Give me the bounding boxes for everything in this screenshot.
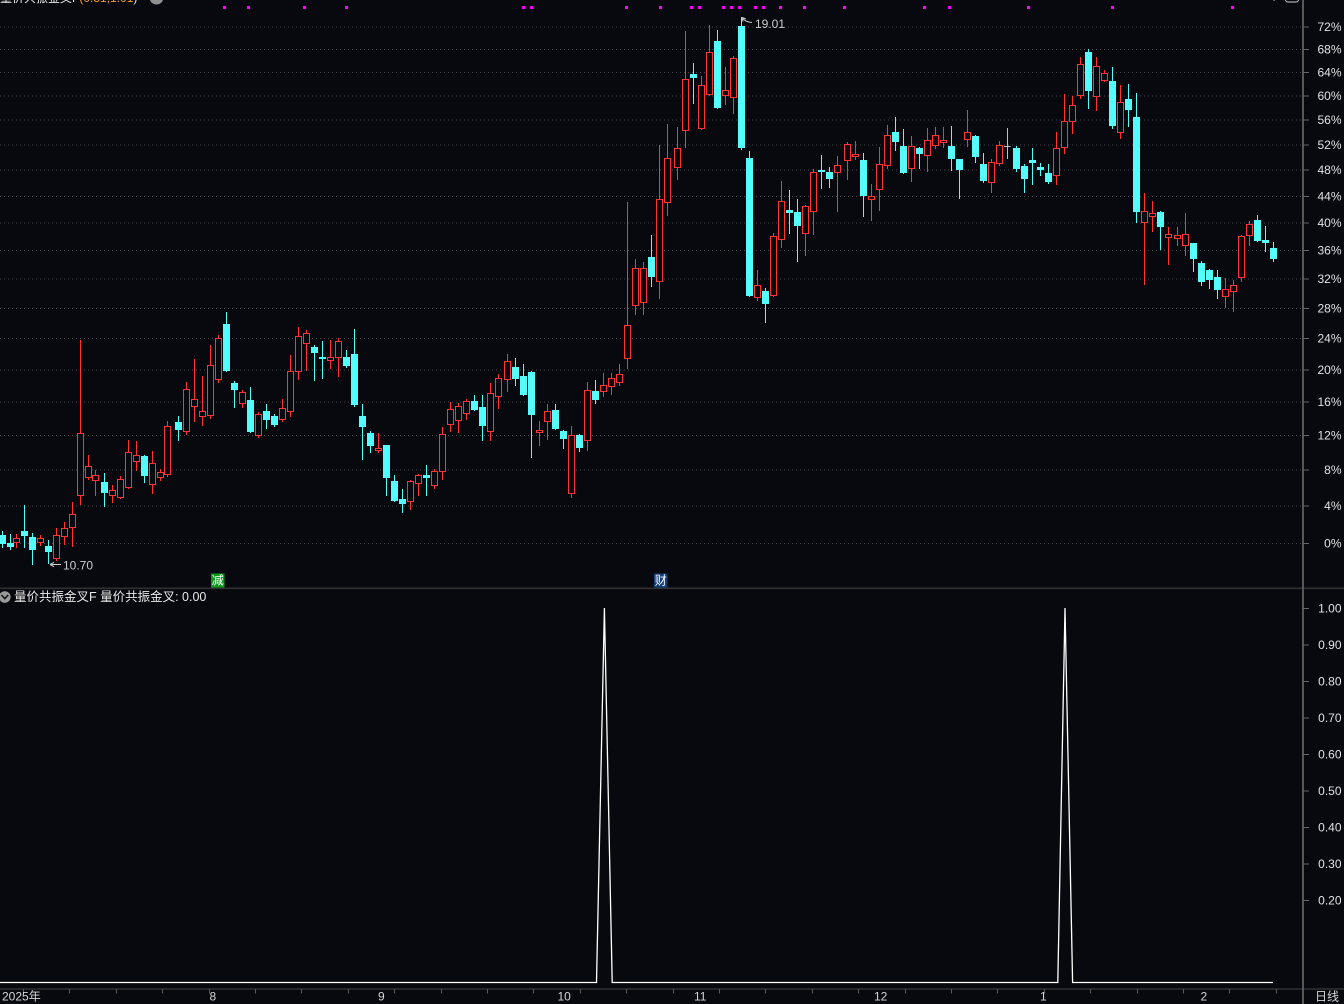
svg-text:减: 减 (212, 574, 224, 588)
svg-text:量价共振金叉F(0.51,1.01): 量价共振金叉F(0.51,1.01) (0, 0, 137, 5)
svg-text:36%: 36% (1317, 244, 1341, 258)
svg-text:56%: 56% (1317, 113, 1341, 127)
svg-text:12%: 12% (1317, 429, 1341, 443)
svg-text:9: 9 (378, 990, 385, 1004)
svg-text:2025年: 2025年 (2, 990, 41, 1004)
svg-text:72%: 72% (1317, 20, 1341, 34)
svg-text:28%: 28% (1317, 301, 1341, 315)
svg-text:2: 2 (1201, 990, 1208, 1004)
svg-text:44%: 44% (1317, 189, 1341, 203)
svg-text:48%: 48% (1317, 163, 1341, 177)
svg-text:0.40: 0.40 (1318, 821, 1342, 835)
svg-text:0.80: 0.80 (1318, 675, 1342, 689)
svg-text:4%: 4% (1324, 499, 1342, 513)
svg-text:24%: 24% (1317, 332, 1341, 346)
svg-text:40%: 40% (1317, 216, 1341, 230)
svg-text:0.30: 0.30 (1318, 857, 1342, 871)
svg-text:0.70: 0.70 (1318, 711, 1342, 725)
svg-text:0%: 0% (1324, 537, 1342, 551)
svg-text:52%: 52% (1317, 138, 1341, 152)
svg-text:10: 10 (558, 990, 572, 1004)
svg-text:日线: 日线 (1315, 990, 1339, 1004)
svg-text:1.00: 1.00 (1318, 602, 1342, 616)
svg-text:0.90: 0.90 (1318, 638, 1342, 652)
svg-text:64%: 64% (1317, 65, 1341, 79)
svg-text:1: 1 (1040, 990, 1047, 1004)
svg-text:32%: 32% (1317, 272, 1341, 286)
svg-text:0.50: 0.50 (1318, 784, 1342, 798)
svg-text:60%: 60% (1317, 89, 1341, 103)
svg-text:8%: 8% (1324, 463, 1342, 477)
svg-text:12: 12 (874, 990, 888, 1004)
svg-text:11: 11 (694, 990, 707, 1004)
svg-text:0.60: 0.60 (1318, 748, 1342, 762)
svg-text:10.70: 10.70 (63, 559, 93, 573)
svg-text:财: 财 (655, 574, 667, 588)
svg-text:8: 8 (210, 990, 217, 1004)
svg-text:68%: 68% (1317, 42, 1341, 56)
svg-text:16%: 16% (1317, 395, 1341, 409)
svg-text:0.20: 0.20 (1318, 894, 1342, 908)
svg-text:量价共振金叉F 量价共振金叉: 0.00: 量价共振金叉F 量价共振金叉: 0.00 (14, 589, 206, 604)
svg-text:20%: 20% (1317, 363, 1341, 377)
svg-text:19.01: 19.01 (755, 17, 785, 31)
